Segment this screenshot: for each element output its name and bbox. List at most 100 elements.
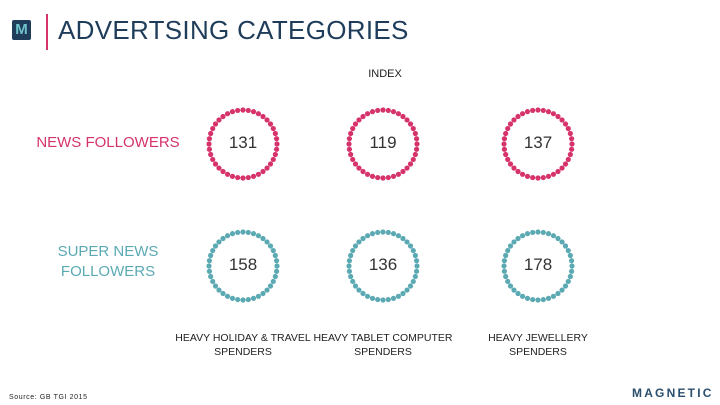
ring-dot [404, 287, 410, 293]
dotted-ring-icon [501, 107, 575, 181]
ring-dot [400, 290, 406, 297]
column-label-tablet-computer: HEAVY TABLET COMPUTER SPENDERS [313, 332, 453, 358]
ring-dot [235, 296, 241, 303]
ring-dot [364, 111, 371, 117]
ring-dot [400, 168, 406, 175]
ring-dot [350, 278, 356, 285]
ring-dot [407, 243, 414, 249]
ring-dot [240, 229, 246, 235]
ring-dot [413, 146, 420, 152]
ring-dot [400, 113, 406, 120]
ring-dot [404, 239, 410, 245]
ring-dot [264, 239, 270, 245]
ring-dot [356, 287, 362, 293]
ring-dot [212, 243, 219, 249]
ring-dot [255, 171, 262, 177]
ring-dot [245, 296, 251, 303]
ring-dot [210, 247, 216, 254]
ring-dot [250, 231, 257, 237]
ring-dot [273, 258, 280, 264]
ring-dot [208, 130, 214, 137]
ring-dot [568, 258, 575, 264]
ring-dot [559, 165, 565, 171]
ring-dot [260, 168, 266, 175]
ring-dot [395, 111, 402, 117]
column-label-jewellery: HEAVY JEWELLERY SPENDERS [488, 332, 588, 358]
ring-dot [346, 136, 353, 142]
ring-dot [272, 273, 278, 280]
ring-dot [270, 156, 276, 163]
ring-dot [272, 151, 278, 158]
ring-dot [210, 156, 216, 163]
ring-dot [559, 239, 565, 245]
ring-dot [346, 258, 353, 264]
ring-dot [385, 174, 391, 181]
ring-dot [501, 263, 507, 269]
ring-dot [562, 283, 569, 289]
ring-dot [540, 174, 546, 181]
ring-dot [264, 287, 270, 293]
ring-dot [208, 273, 214, 280]
ring-dot [346, 263, 352, 269]
ring-dot [412, 273, 418, 280]
ring-dot [407, 161, 414, 167]
ring-dot [545, 295, 552, 301]
ring-dot [565, 247, 571, 254]
ring-dot [530, 174, 536, 181]
ring-dot [501, 141, 507, 147]
ring-dot [369, 231, 376, 237]
index-value: 158 [228, 255, 258, 274]
ring-dot [375, 296, 381, 303]
ring-dot [550, 111, 557, 117]
ring-dot [501, 258, 508, 264]
ring-dot [562, 121, 569, 127]
title-divider [46, 14, 48, 50]
ring-dot [524, 295, 531, 301]
magnetic-logo-icon: M [12, 20, 31, 40]
ring-dot [380, 229, 386, 235]
index-circle-news-tablet: 119 [345, 106, 421, 182]
ring-dot [501, 268, 508, 274]
ring-dot [413, 268, 420, 274]
ring-dot [550, 233, 557, 239]
ring-dot [390, 295, 397, 301]
ring-dot [569, 141, 575, 147]
ring-dot [395, 293, 402, 299]
ring-dot [380, 175, 386, 181]
ring-dot [550, 293, 557, 299]
index-value: 137 [523, 133, 553, 152]
ring-dot [565, 125, 571, 132]
ring-dot [567, 130, 573, 137]
ring-dot [270, 278, 276, 285]
ring-dot [360, 290, 366, 297]
ring-dot [250, 295, 257, 301]
ring-dot [568, 146, 575, 152]
ring-dot [206, 263, 212, 269]
ring-dot [511, 165, 517, 171]
ring-dot [540, 296, 546, 303]
ring-dot [380, 107, 386, 113]
ring-dot [565, 156, 571, 163]
ring-dot [550, 171, 557, 177]
index-value: 119 [369, 133, 397, 152]
index-circle-super-tablet: 136 [345, 228, 421, 304]
logo-letter: M [15, 21, 28, 38]
ring-dot [385, 296, 391, 303]
ring-dot [413, 258, 420, 264]
ring-dot [390, 231, 397, 237]
ring-dot [507, 121, 514, 127]
ring-dot [216, 287, 222, 293]
ring-dot [568, 136, 575, 142]
ring-dot [369, 173, 376, 179]
ring-dot [245, 174, 251, 181]
brand-logo: MAGNETIC [632, 386, 714, 400]
ring-dot [375, 107, 381, 114]
ring-dot [524, 109, 531, 115]
ring-dot [555, 235, 561, 242]
ring-dot [360, 113, 366, 120]
ring-dot [346, 146, 353, 152]
ring-dot [206, 268, 213, 274]
ring-dot [229, 295, 236, 301]
ring-dot [503, 130, 509, 137]
ring-dot [267, 283, 274, 289]
